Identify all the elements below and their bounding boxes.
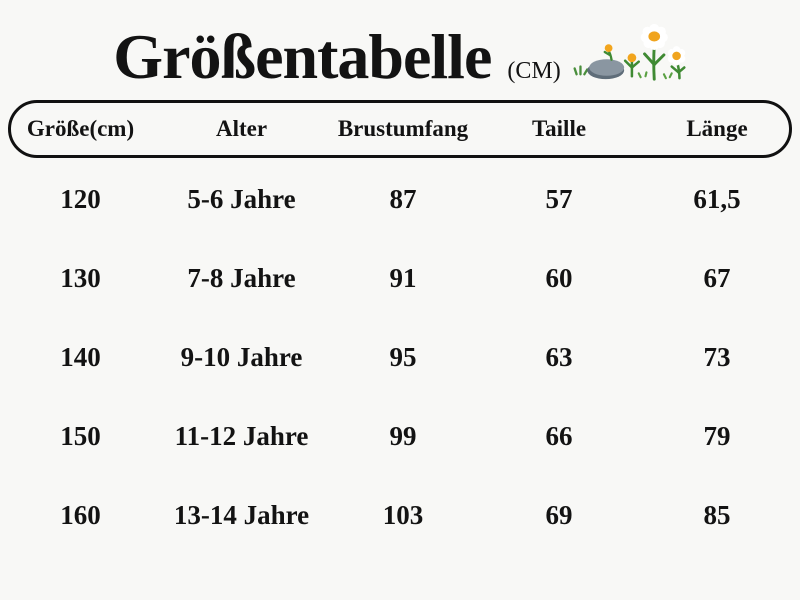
grass-icon	[573, 65, 589, 76]
cell-groesse: 160	[60, 500, 101, 530]
cell-taille: 57	[545, 184, 573, 214]
cell-brustumfang: 103	[382, 500, 424, 530]
cell-groesse: 120	[60, 184, 101, 214]
cell-groesse: 140	[60, 342, 101, 372]
cell-brustumfang: 87	[389, 184, 417, 214]
cell-laenge: 85	[703, 500, 731, 530]
cell-laenge: 67	[703, 263, 731, 293]
table-row: 130 7-8 Jahre 91 60 67	[0, 239, 800, 318]
cell-alter: 9-10 Jahre	[180, 342, 303, 372]
grass-icon	[637, 71, 673, 80]
cell-alter: 5-6 Jahre	[187, 184, 296, 214]
column-header-groesse: Größe(cm)	[26, 116, 135, 141]
daisy-flowers-icon	[573, 23, 686, 81]
column-header-alter: Alter	[215, 116, 268, 141]
column-header-brustumfang: Brustumfang	[337, 116, 469, 141]
title-block: Größentabelle (CM)	[0, 0, 800, 92]
cell-groesse: 150	[60, 421, 101, 451]
cell-laenge: 79	[703, 421, 731, 451]
cell-laenge: 73	[703, 342, 731, 372]
cell-alter: 7-8 Jahre	[187, 263, 296, 293]
cell-brustumfang: 99	[389, 421, 417, 451]
cell-laenge: 61,5	[693, 184, 741, 214]
cell-brustumfang: 95	[389, 342, 417, 372]
table-body: 120 5-6 Jahre 87 57 61,5 130 7-8 Jahre 9…	[0, 160, 800, 555]
column-header-laenge: Länge	[686, 116, 748, 141]
page-title: Größentabelle	[113, 21, 492, 92]
table-header-row: Größe(cm) Alter Brustumfang Taille Länge	[0, 103, 800, 155]
table-row: 160 13-14 Jahre 103 69 85	[0, 476, 800, 555]
table-header: Größe(cm) Alter Brustumfang Taille Länge	[8, 100, 792, 158]
rock-icon	[586, 59, 624, 80]
cell-groesse: 130	[60, 263, 101, 293]
cell-taille: 69	[545, 500, 573, 530]
column-header-taille: Taille	[531, 116, 587, 141]
table-row: 150 11-12 Jahre 99 66 79	[0, 397, 800, 476]
cell-brustumfang: 91	[389, 263, 417, 293]
cell-taille: 63	[545, 342, 573, 372]
cell-alter: 13-14 Jahre	[173, 500, 310, 530]
cell-taille: 66	[545, 421, 573, 451]
cell-taille: 60	[545, 263, 573, 293]
table-row: 140 9-10 Jahre 95 63 73	[0, 318, 800, 397]
unit-label: (CM)	[507, 58, 561, 84]
table-row: 120 5-6 Jahre 87 57 61,5	[0, 160, 800, 239]
cell-alter: 11-12 Jahre	[174, 421, 309, 451]
